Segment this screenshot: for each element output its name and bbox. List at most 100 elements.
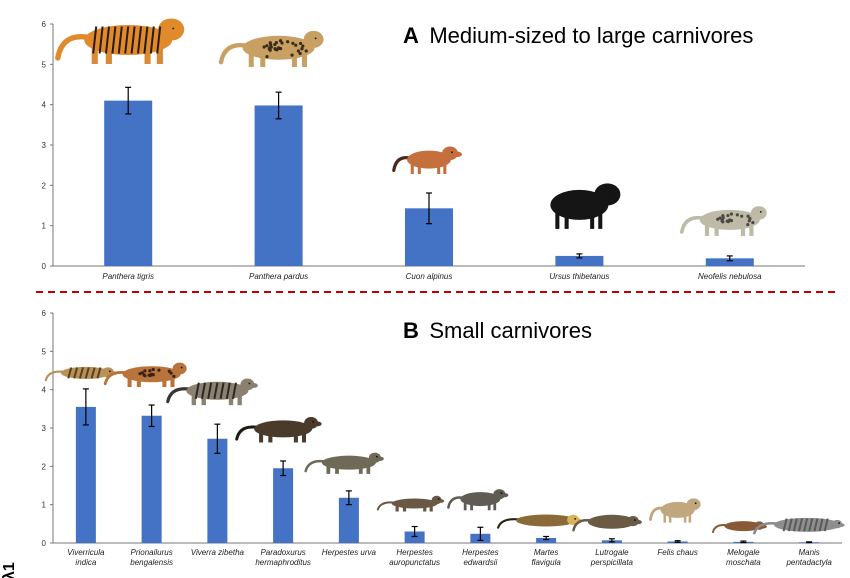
jungle-cat-icon — [648, 498, 701, 523]
bar — [338, 497, 359, 543]
animal-head — [594, 183, 621, 206]
animal-body — [321, 455, 376, 470]
animal-eye — [451, 151, 453, 154]
fur-spot — [265, 44, 269, 48]
fur-spot — [157, 368, 161, 372]
category-label: Herpestes urva — [322, 548, 377, 557]
animal-body — [460, 492, 501, 507]
fur-spot — [751, 220, 755, 225]
animal-tail — [103, 370, 127, 386]
animal-eye — [574, 517, 577, 520]
panel-b-letter: B — [403, 318, 419, 343]
fur-spot — [143, 369, 147, 373]
category-label-line: Manis — [798, 548, 819, 557]
small-asian-mongoose-icon — [376, 495, 445, 512]
animal-leg — [91, 40, 98, 64]
animal-leg — [704, 219, 710, 236]
y-tick-label: 5 — [42, 60, 47, 69]
fur-stripe — [84, 367, 90, 379]
category-label: Herpestes auropunctatus — [389, 548, 440, 567]
animal-eye — [314, 37, 317, 40]
animal-leg — [493, 499, 497, 511]
fur-spot — [298, 41, 303, 46]
fur-spot — [273, 46, 277, 51]
fur-spot — [720, 218, 725, 222]
fur-stripe — [149, 26, 155, 54]
category-label-line: Melogale — [727, 548, 760, 557]
fur-stripe — [130, 26, 136, 54]
category-label-line: hermaphroditus — [255, 558, 311, 567]
animal-tail — [753, 522, 778, 535]
bar — [75, 406, 96, 543]
fur-spot — [151, 367, 155, 372]
animal-body — [660, 501, 695, 518]
animal-snout — [838, 523, 845, 527]
y-tick-label: 2 — [42, 181, 47, 190]
animal-snout — [376, 456, 384, 461]
indian-grey-mongoose-icon — [447, 489, 509, 511]
category-label-line: Herpestes — [462, 548, 498, 557]
fur-spot — [746, 223, 750, 227]
large-indian-civet-icon — [166, 378, 258, 406]
category-label: Prionailurus bengalensis — [130, 548, 173, 567]
panel-b-title-text: Small carnivores — [429, 318, 592, 343]
category-label: Panthera tigris — [102, 272, 154, 281]
y-tick-label: 5 — [42, 347, 47, 356]
category-label-line: moschata — [726, 558, 761, 567]
category-label-line: auropunctatus — [389, 558, 440, 567]
animal-body — [550, 189, 609, 220]
fur-spot — [726, 213, 730, 218]
fur-spot — [296, 49, 301, 53]
category-label-line: Neofelis nebulosa — [698, 272, 762, 281]
animal-snout — [634, 519, 642, 525]
bar — [404, 531, 425, 543]
animal-eye — [248, 382, 251, 385]
fur-stripe — [213, 382, 219, 400]
animal-tail — [166, 387, 190, 404]
animal-head — [172, 362, 187, 375]
fur-spot — [725, 219, 729, 223]
fur-spot — [148, 369, 152, 373]
animal-body — [391, 498, 438, 509]
animal-tail — [235, 425, 258, 441]
category-label-line: Herpestes urva — [322, 548, 377, 557]
animal-snout — [438, 499, 445, 503]
panel-b-chart: 0 1 2 3 4 5 6 Viverricula indica Prionailurus beng… — [42, 309, 845, 567]
y-tick-label: 1 — [42, 501, 47, 510]
y-tick-label: 6 — [42, 309, 47, 318]
fur-spot — [278, 39, 283, 43]
smooth-coated-otter-icon — [572, 514, 642, 532]
fur-spot — [290, 53, 294, 57]
animal-eye — [172, 27, 175, 30]
y-axis-label-partial: λ1 — [1, 562, 18, 578]
category-label-line: Cuon alpinus — [406, 272, 453, 281]
animal-leg — [555, 204, 560, 229]
animal-eye — [838, 522, 841, 525]
animal-snout — [501, 493, 509, 498]
category-label-line: Paradoxurus — [260, 548, 305, 557]
animal-tail — [680, 215, 704, 234]
category-label-line: bengalensis — [130, 558, 173, 567]
animal-body — [516, 514, 577, 527]
panel-a-title: A Medium-sized to large carnivores — [403, 23, 753, 48]
fur-spot — [265, 54, 269, 59]
category-label: Panthera pardus — [249, 272, 308, 281]
fur-spot — [740, 214, 744, 218]
category-label: Herpestes edwardsii — [462, 548, 498, 567]
fur-spot — [169, 371, 173, 375]
bar — [536, 538, 557, 543]
category-label: Ursus thibetanus — [549, 272, 609, 281]
animal-tail — [304, 459, 326, 473]
fur-spot — [262, 45, 266, 49]
fur-stripe — [117, 26, 123, 54]
category-label-line: Panthera tigris — [102, 272, 154, 281]
fur-stripe — [194, 382, 200, 400]
fur-spot — [140, 371, 144, 375]
asiatic-black-bear-icon — [550, 183, 621, 229]
animal-eye — [375, 455, 378, 458]
y-tick-label: 6 — [42, 20, 47, 29]
panel-a-title-text: Medium-sized to large carnivores — [429, 23, 753, 48]
fur-spot — [286, 40, 290, 44]
animal-leg — [749, 219, 754, 236]
